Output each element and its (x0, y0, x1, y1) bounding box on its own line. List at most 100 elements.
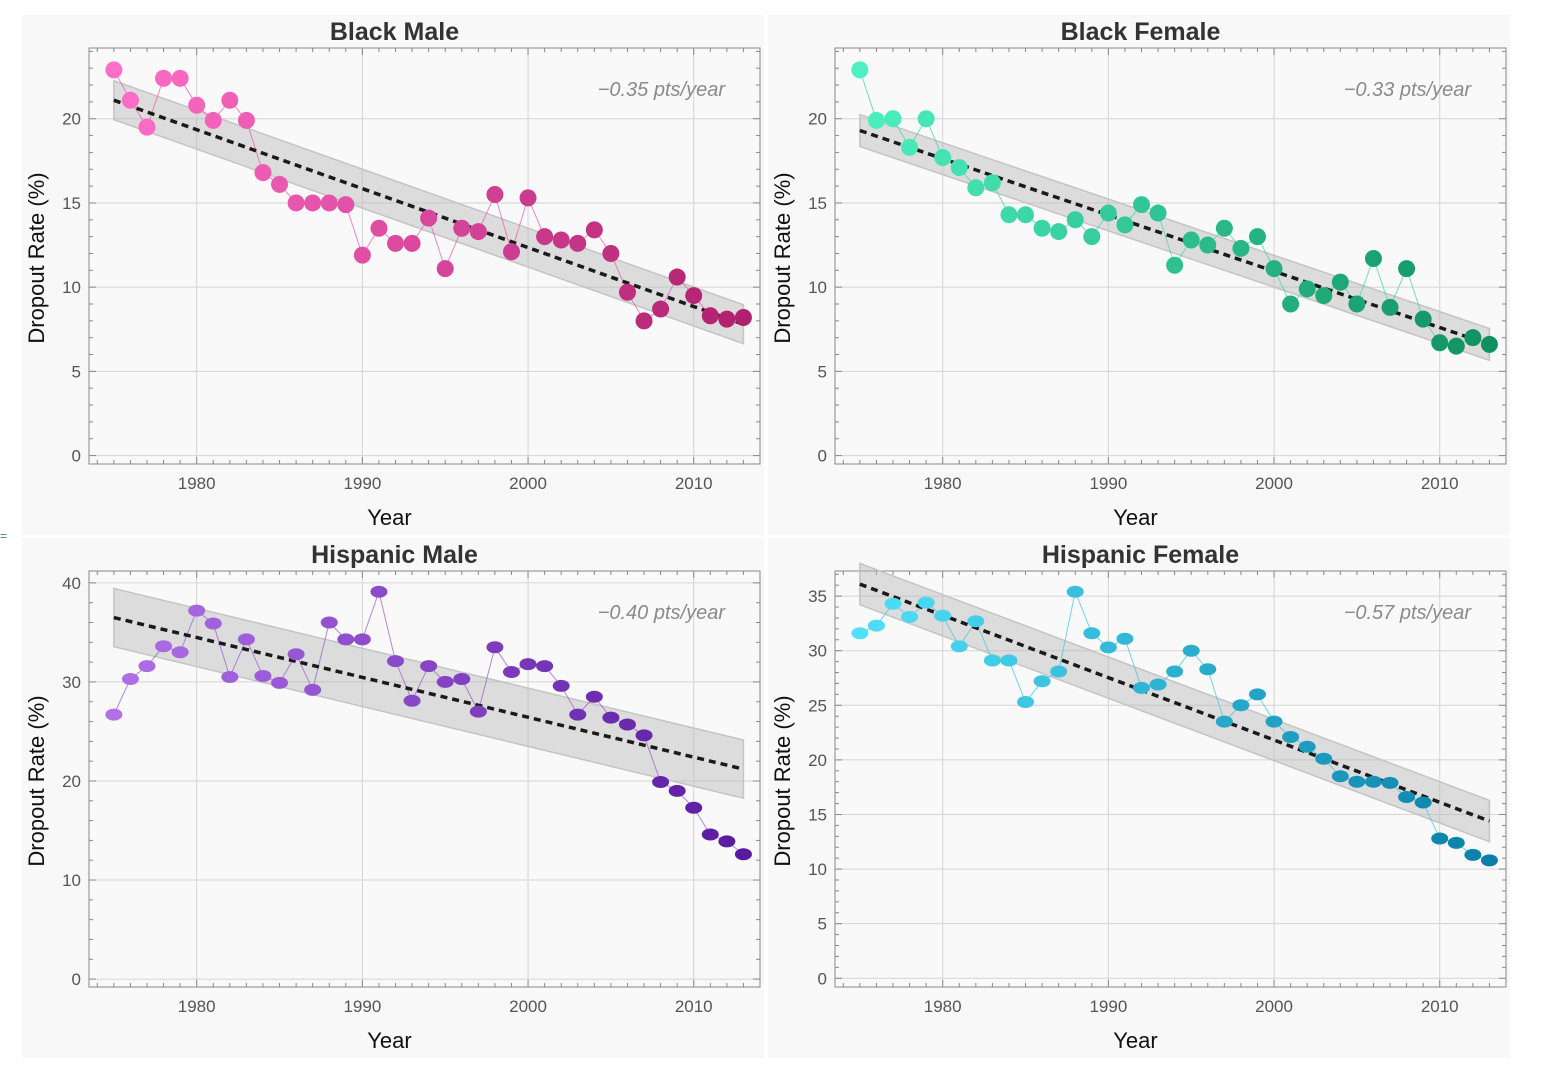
data-point (1166, 256, 1184, 274)
y-tick-label: 0 (818, 969, 827, 988)
data-point (519, 189, 537, 207)
data-point (950, 640, 968, 653)
y-tick-label: 15 (808, 805, 827, 824)
chart-title: Hispanic Female (1042, 541, 1239, 569)
y-tick-label: 30 (808, 642, 827, 661)
plot-area (834, 47, 1507, 465)
data-point (1364, 250, 1382, 268)
data-point (1133, 681, 1151, 694)
data-point (420, 209, 438, 227)
data-point (1033, 675, 1051, 688)
data-point (1282, 730, 1300, 743)
data-point (271, 175, 289, 193)
y-tick-label: 0 (818, 447, 827, 466)
data-point (1381, 776, 1399, 789)
data-point (1282, 295, 1300, 313)
data-point (884, 110, 902, 128)
data-point (1149, 204, 1167, 222)
data-point (917, 596, 935, 609)
data-point (867, 619, 885, 632)
data-point (701, 307, 719, 325)
x-tick-label: 2000 (509, 997, 547, 1016)
data-point (1265, 260, 1283, 278)
x-tick-label: 2000 (509, 474, 547, 493)
data-point (652, 300, 670, 318)
x-tick-label: 1990 (343, 997, 381, 1016)
data-point (138, 660, 156, 673)
y-tick-label: 15 (62, 194, 81, 213)
data-point (901, 138, 919, 156)
data-point (983, 654, 1001, 667)
data-point (1431, 334, 1449, 352)
data-point (287, 194, 305, 212)
data-point (237, 633, 255, 646)
x-axis-label: Year (1113, 505, 1157, 530)
chart-panel-black-female: 1980 1990 2000 2010 0 5 10 15 20 −0.33 pts/year Bl… (768, 15, 1510, 535)
data-point (668, 268, 686, 286)
chart-title: Black Male (330, 18, 459, 46)
data-point (602, 711, 620, 724)
data-point (1215, 715, 1233, 728)
data-point (934, 609, 952, 622)
data-point (436, 675, 454, 688)
data-point (668, 784, 686, 797)
data-point (486, 186, 504, 204)
data-point (337, 633, 355, 646)
data-point (685, 287, 703, 305)
y-tick-label: 5 (818, 362, 827, 381)
y-axis-label: Dropout Rate (%) (770, 695, 795, 866)
data-point (204, 617, 222, 630)
data-point (1182, 644, 1200, 657)
data-point (155, 69, 173, 87)
data-point (635, 729, 653, 742)
data-point (1215, 219, 1233, 237)
chart-svg: 1980 1990 2000 2010 0 5 10 15 20 −0.35 pts/year Bl… (24, 18, 761, 530)
data-point (552, 231, 570, 249)
data-point (1000, 206, 1018, 224)
data-point (1464, 329, 1482, 347)
x-tick-label: 1980 (178, 997, 216, 1016)
data-point (387, 234, 405, 252)
x-tick-label: 2010 (675, 997, 713, 1016)
data-point (453, 672, 471, 685)
data-point (1398, 260, 1416, 278)
data-point (1083, 228, 1101, 246)
data-point (155, 640, 173, 653)
y-tick-label: 10 (62, 871, 81, 890)
x-axis-label: Year (367, 505, 411, 530)
slope-annotation: −0.35 pts/year (598, 79, 727, 101)
data-point (221, 670, 239, 683)
x-tick-label: 1990 (1089, 474, 1127, 493)
data-point (353, 633, 371, 646)
data-point (851, 61, 869, 79)
data-point (1033, 219, 1051, 237)
y-axis-label: Dropout Rate (%) (24, 695, 49, 866)
plot-area (88, 47, 761, 465)
data-point (469, 705, 487, 718)
data-point (1480, 335, 1498, 353)
data-point (1232, 239, 1250, 257)
x-tick-label: 1980 (178, 474, 216, 493)
data-point (387, 655, 405, 668)
data-point (221, 91, 239, 109)
x-tick-label: 1980 (924, 997, 962, 1016)
data-point (436, 260, 454, 278)
data-point (1298, 280, 1316, 298)
data-point (1331, 770, 1349, 783)
y-tick-label: 20 (808, 110, 827, 129)
data-point (652, 775, 670, 788)
data-point (685, 801, 703, 814)
y-tick-label: 25 (808, 696, 827, 715)
data-point (287, 648, 305, 661)
data-point (1050, 665, 1068, 678)
y-tick-label: 10 (62, 278, 81, 297)
y-tick-label: 20 (62, 110, 81, 129)
data-point (536, 660, 554, 673)
y-axis-label: Dropout Rate (%) (770, 172, 795, 343)
data-point (1017, 206, 1035, 224)
chart-svg: 1980 1990 2000 2010 0 5 10 15 20 −0.33 pts/year Bl… (770, 18, 1507, 530)
data-point (469, 223, 487, 241)
data-point (1166, 665, 1184, 678)
chart-title: Hispanic Male (311, 541, 478, 569)
y-tick-label: 30 (62, 673, 81, 692)
